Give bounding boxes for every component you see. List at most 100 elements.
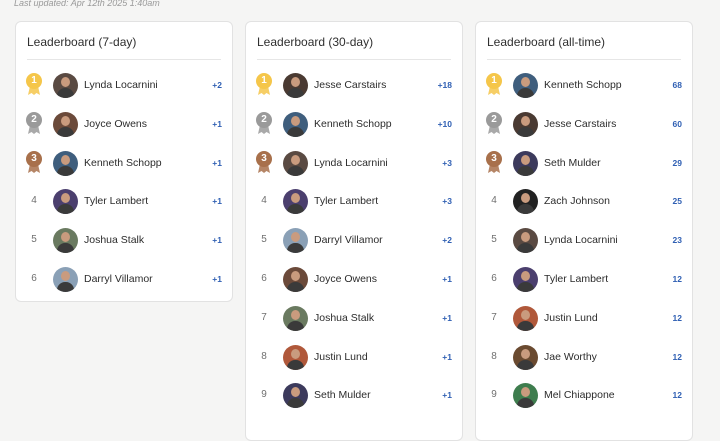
rank-number: 5 [491, 234, 497, 246]
silver-medal-icon: 2 [484, 111, 504, 135]
rank-number: 6 [491, 272, 497, 284]
member-name[interactable]: Mel Chiappone [544, 389, 615, 402]
leaderboard-row[interactable]: 2 Kenneth Schopp +10 [246, 105, 462, 144]
avatar[interactable] [513, 189, 538, 215]
avatar[interactable] [283, 111, 308, 137]
member-name[interactable]: Tyler Lambert [84, 195, 149, 208]
bronze-medal-icon: 3 [24, 150, 44, 174]
avatar[interactable] [53, 111, 78, 137]
leaderboard-row[interactable]: 3 Kenneth Schopp +1 [16, 144, 232, 183]
leaderboard-row[interactable]: 4 Tyler Lambert +1 [16, 182, 232, 221]
avatar[interactable] [283, 305, 308, 331]
leaderboard-row[interactable]: 7 Justin Lund 12 [476, 299, 692, 338]
avatar[interactable] [53, 73, 78, 98]
leaderboard-card-all-time: Leaderboard (all-time) 1 Kenneth Schopp 68… [475, 21, 693, 441]
rank-number: 8 [261, 350, 267, 362]
points-value: 23 [672, 235, 682, 246]
leaderboard-row[interactable]: 6 Darryl Villamor +1 [16, 260, 232, 299]
avatar[interactable] [513, 150, 538, 176]
rank-number: 4 [261, 195, 267, 207]
leaderboard-row[interactable]: 1 Jesse Carstairs +18 [246, 66, 462, 105]
divider [487, 59, 681, 60]
avatar[interactable] [513, 266, 538, 292]
rank-number: 6 [31, 272, 37, 284]
leaderboard-row[interactable]: 4 Tyler Lambert +3 [246, 182, 462, 221]
avatar[interactable] [53, 228, 78, 254]
member-name[interactable]: Justin Lund [544, 311, 598, 324]
member-name[interactable]: Joyce Owens [314, 272, 378, 285]
divider [27, 59, 221, 60]
leaderboard-row[interactable]: 4 Zach Johnson 25 [476, 182, 692, 221]
rank-number: 2 [261, 113, 267, 125]
leaderboard-list: 1 Jesse Carstairs +18 2 Kenneth Schopp +10 3 Ly… [246, 66, 462, 415]
member-name[interactable]: Seth Mulder [544, 156, 601, 169]
leaderboard-row[interactable]: 3 Lynda Locarnini +3 [246, 144, 462, 183]
points-value: 68 [672, 80, 682, 90]
gold-medal-icon: 1 [254, 72, 274, 96]
points-value: +1 [212, 196, 222, 207]
rank-number: 8 [491, 350, 497, 362]
leaderboard-row[interactable]: 3 Seth Mulder 29 [476, 144, 692, 183]
avatar[interactable] [283, 150, 308, 176]
points-value: +1 [442, 312, 452, 323]
leaderboard-row[interactable]: 8 Jae Worthy 12 [476, 338, 692, 377]
leaderboard-row[interactable]: 5 Lynda Locarnini 23 [476, 221, 692, 260]
leaderboard-row[interactable]: 1 Lynda Locarnini +2 [16, 66, 232, 105]
silver-medal-icon: 2 [254, 111, 274, 135]
avatar[interactable] [283, 73, 308, 98]
avatar[interactable] [513, 73, 538, 98]
member-name[interactable]: Jesse Carstairs [314, 79, 387, 91]
avatar[interactable] [513, 111, 538, 137]
leaderboard-row[interactable]: 6 Tyler Lambert 12 [476, 260, 692, 299]
avatar[interactable] [513, 305, 538, 331]
member-name[interactable]: Darryl Villamor [84, 272, 153, 285]
rank-number: 4 [31, 195, 37, 207]
member-name[interactable]: Lynda Locarnini [84, 79, 158, 91]
avatar[interactable] [283, 228, 308, 254]
member-name[interactable]: Lynda Locarnini [314, 156, 388, 169]
avatar[interactable] [513, 383, 538, 409]
avatar[interactable] [283, 383, 308, 409]
member-name[interactable]: Kenneth Schopp [84, 156, 162, 169]
points-value: +18 [437, 80, 452, 90]
member-name[interactable]: Lynda Locarnini [544, 234, 618, 247]
avatar[interactable] [283, 189, 308, 215]
member-name[interactable]: Tyler Lambert [544, 272, 609, 285]
avatar[interactable] [53, 266, 78, 292]
leaderboard-row[interactable]: 8 Justin Lund +1 [246, 338, 462, 377]
leaderboard-row[interactable]: 5 Darryl Villamor +2 [246, 221, 462, 260]
gold-medal-icon: 1 [24, 72, 44, 96]
leaderboard-row[interactable]: 6 Joyce Owens +1 [246, 260, 462, 299]
member-name[interactable]: Darryl Villamor [314, 234, 383, 247]
member-name[interactable]: Jesse Carstairs [544, 117, 617, 130]
avatar[interactable] [283, 266, 308, 292]
avatar[interactable] [283, 344, 308, 370]
member-name[interactable]: Justin Lund [314, 350, 368, 363]
avatar[interactable] [53, 150, 78, 176]
member-name[interactable]: Zach Johnson [544, 195, 610, 208]
points-value: +10 [437, 118, 452, 129]
points-value: +2 [442, 235, 452, 246]
leaderboard-row[interactable]: 2 Joyce Owens +1 [16, 105, 232, 144]
silver-medal-icon: 2 [24, 111, 44, 135]
points-value: 12 [672, 312, 682, 323]
leaderboard-row[interactable]: 9 Mel Chiappone 12 [476, 376, 692, 415]
member-name[interactable]: Tyler Lambert [314, 195, 379, 208]
leaderboard-row[interactable]: 1 Kenneth Schopp 68 [476, 66, 692, 105]
avatar[interactable] [513, 344, 538, 370]
member-name[interactable]: Joshua Stalk [314, 311, 375, 324]
leaderboard-list: 1 Kenneth Schopp 68 2 Jesse Carstairs 60 3 Seth… [476, 66, 692, 415]
leaderboard-row[interactable]: 5 Joshua Stalk +1 [16, 221, 232, 260]
member-name[interactable]: Joyce Owens [84, 117, 148, 130]
member-name[interactable]: Jae Worthy [544, 350, 597, 363]
avatar[interactable] [513, 228, 538, 254]
leaderboard-row[interactable]: 9 Seth Mulder +1 [246, 376, 462, 415]
leaderboard-row[interactable]: 2 Jesse Carstairs 60 [476, 105, 692, 144]
member-name[interactable]: Joshua Stalk [84, 234, 145, 247]
leaderboard-row[interactable]: 7 Joshua Stalk +1 [246, 299, 462, 338]
member-name[interactable]: Seth Mulder [314, 389, 371, 402]
member-name[interactable]: Kenneth Schopp [544, 79, 622, 91]
avatar[interactable] [53, 189, 78, 215]
member-name[interactable]: Kenneth Schopp [314, 117, 392, 130]
rank-number: 5 [31, 234, 37, 246]
